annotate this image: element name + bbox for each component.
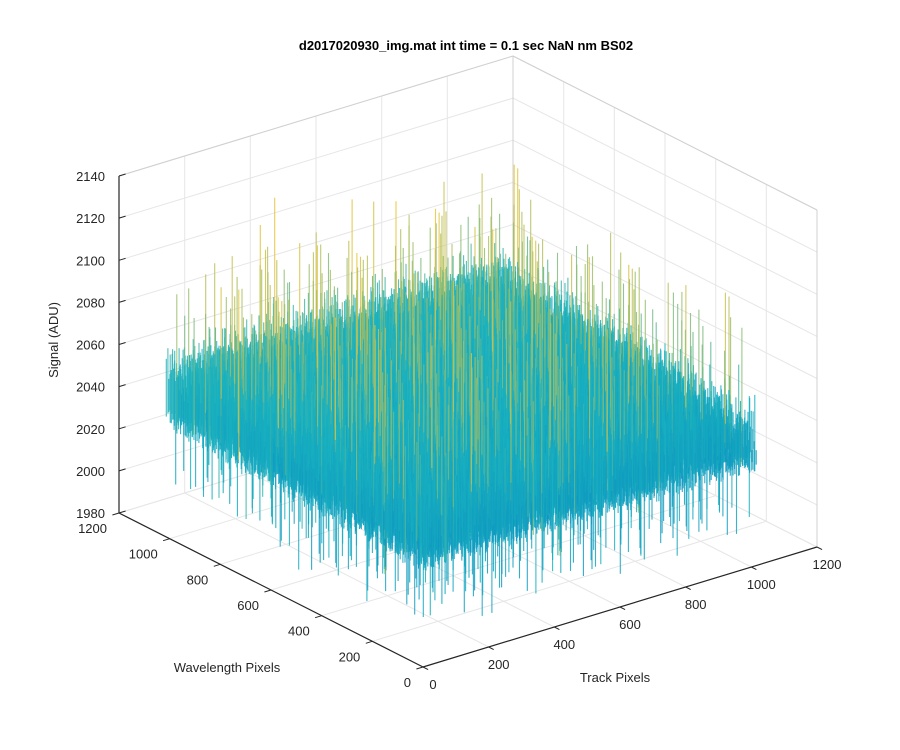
floor-grid-line-y xyxy=(372,520,767,642)
side-wall-grid-line-z xyxy=(512,97,818,253)
box-edge-back-top xyxy=(118,55,514,177)
surface-layer xyxy=(165,164,757,617)
back-wall-grid-line-z xyxy=(118,139,514,261)
side-wall-grid-line-z xyxy=(512,139,818,295)
side-wall-grid-line-z xyxy=(512,224,818,379)
side-wall-grid-line-z xyxy=(512,181,818,337)
box-edge-side-top xyxy=(512,55,818,211)
floor-grid-line-y xyxy=(321,495,716,617)
back-wall-grid-line-z xyxy=(118,97,514,219)
